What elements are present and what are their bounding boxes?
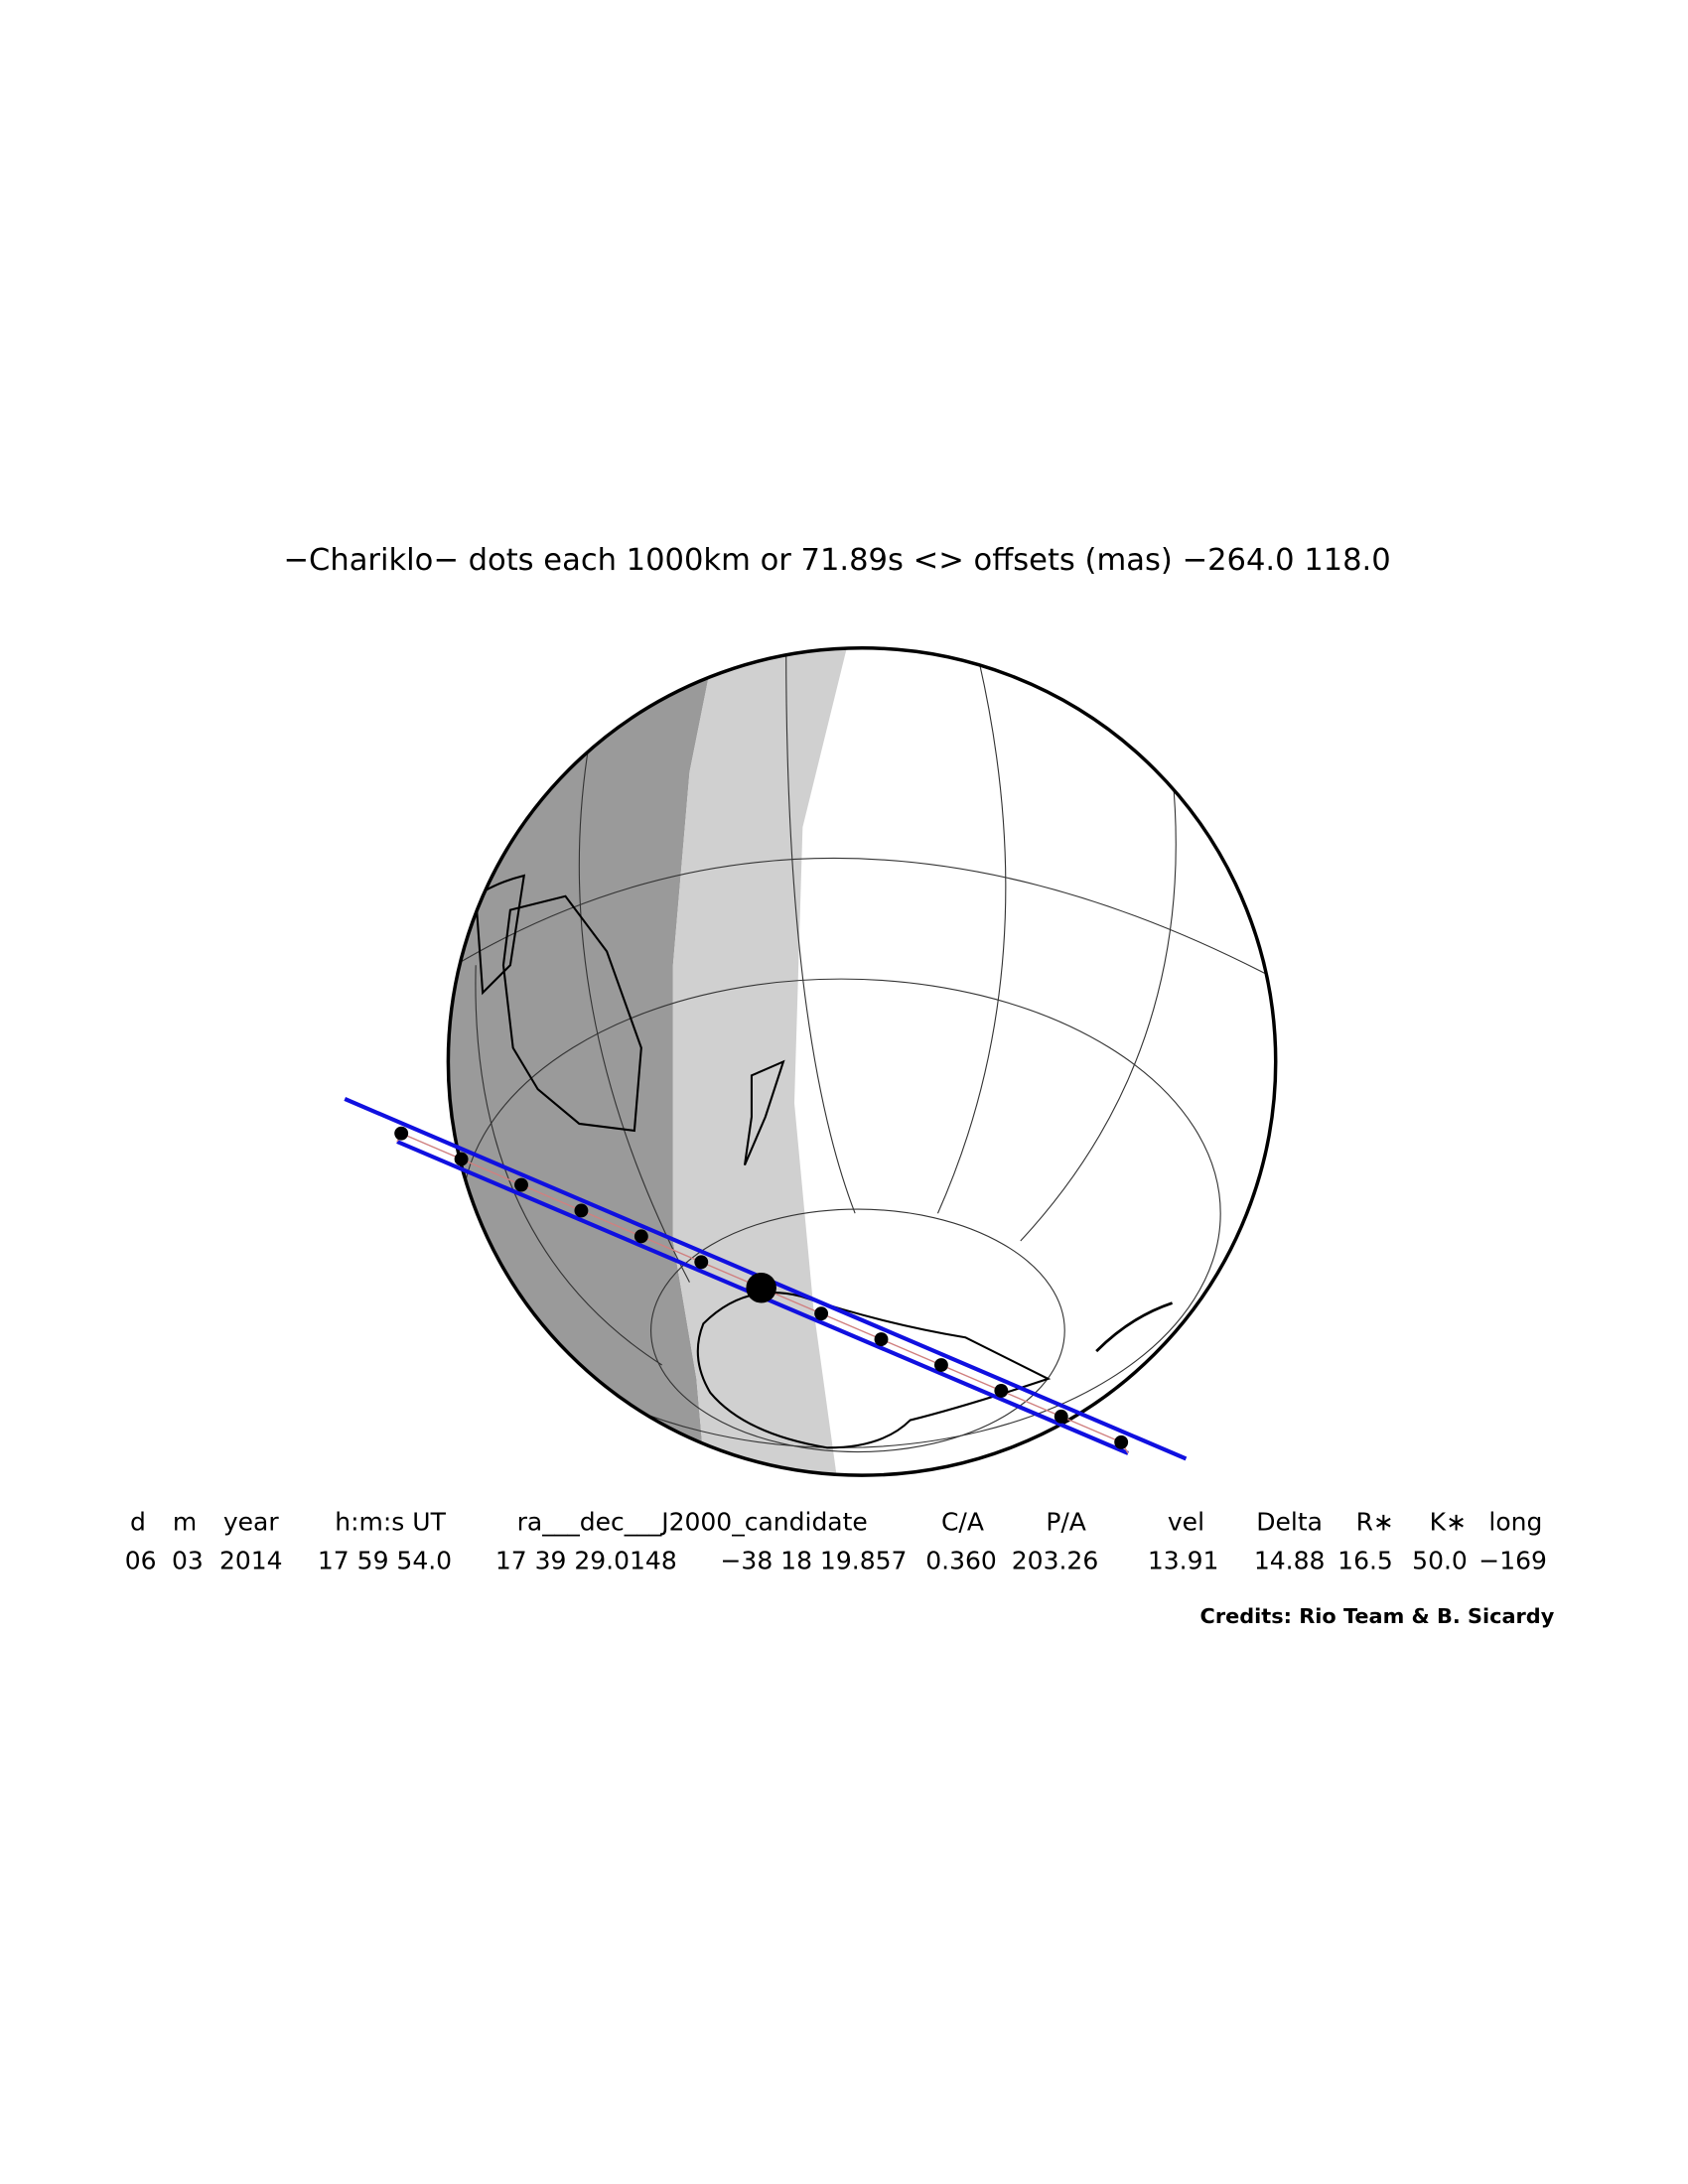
central-instant — [746, 1272, 776, 1303]
time-dot — [454, 1152, 469, 1166]
table-header: d — [130, 1508, 146, 1537]
table-header: h:m:s UT — [335, 1508, 446, 1537]
globe-outline — [446, 646, 1278, 1477]
credits: Credits: Rio Team & B. Sicardy — [1200, 1604, 1555, 1628]
table-value: 16.5 — [1337, 1547, 1393, 1575]
map: −Chariklo− dots each 1000km or 71.89s <>… — [125, 543, 1555, 1628]
table-header: Delta — [1256, 1508, 1323, 1537]
meridian — [936, 661, 1007, 1214]
table-value: 17 39 29.0148 — [495, 1547, 677, 1575]
time-dot — [874, 1332, 889, 1347]
new-zealand — [743, 1059, 785, 1166]
table-value: −38 18 19.857 — [720, 1547, 907, 1575]
table-header: ra___dec___J2000_candidate — [517, 1508, 868, 1537]
table-header: P/A — [1046, 1508, 1086, 1537]
time-dot — [814, 1306, 829, 1321]
table-value: 14.88 — [1254, 1547, 1326, 1575]
time-dot — [994, 1383, 1009, 1398]
table-header: year — [223, 1508, 279, 1537]
globe — [446, 646, 1278, 1477]
table-value: 17 59 54.0 — [318, 1547, 452, 1575]
time-dot — [933, 1358, 948, 1372]
title: −Chariklo− dots each 1000km or 71.89s <>… — [283, 543, 1390, 578]
meridian — [475, 965, 662, 1366]
table-header: R∗ — [1356, 1508, 1394, 1537]
australia — [501, 894, 642, 1133]
table-header: vel — [1168, 1508, 1204, 1537]
table-value: 13.91 — [1148, 1547, 1219, 1575]
south-america — [1095, 1301, 1174, 1353]
occultation-track — [344, 1097, 1188, 1461]
table-value: 203.26 — [1012, 1547, 1098, 1575]
time-dot — [514, 1177, 528, 1192]
meridian — [1020, 771, 1177, 1242]
time-dot — [574, 1203, 589, 1218]
table-value: 06 — [125, 1547, 157, 1575]
table-header: C/A — [941, 1508, 984, 1537]
table-value: 03 — [172, 1547, 204, 1575]
table-value: −169 — [1478, 1547, 1547, 1575]
time-dot — [633, 1229, 648, 1244]
table-value: 50.0 — [1412, 1547, 1468, 1575]
elements-table: d m year h:m:s UT ra___dec___J2000_candidate… — [125, 1508, 1547, 1575]
table-value: 2014 — [219, 1547, 283, 1575]
table-header: m — [173, 1508, 197, 1537]
time-dot — [1054, 1409, 1068, 1424]
time-dot — [394, 1126, 409, 1141]
time-dot — [1114, 1434, 1129, 1449]
table-header: K∗ — [1430, 1508, 1467, 1537]
latitude-circle — [650, 1208, 1065, 1453]
equator — [455, 857, 1276, 980]
meridian — [785, 647, 856, 1214]
table-header: long — [1488, 1508, 1542, 1537]
time-dot — [694, 1255, 709, 1270]
table-value: 0.360 — [925, 1547, 997, 1575]
